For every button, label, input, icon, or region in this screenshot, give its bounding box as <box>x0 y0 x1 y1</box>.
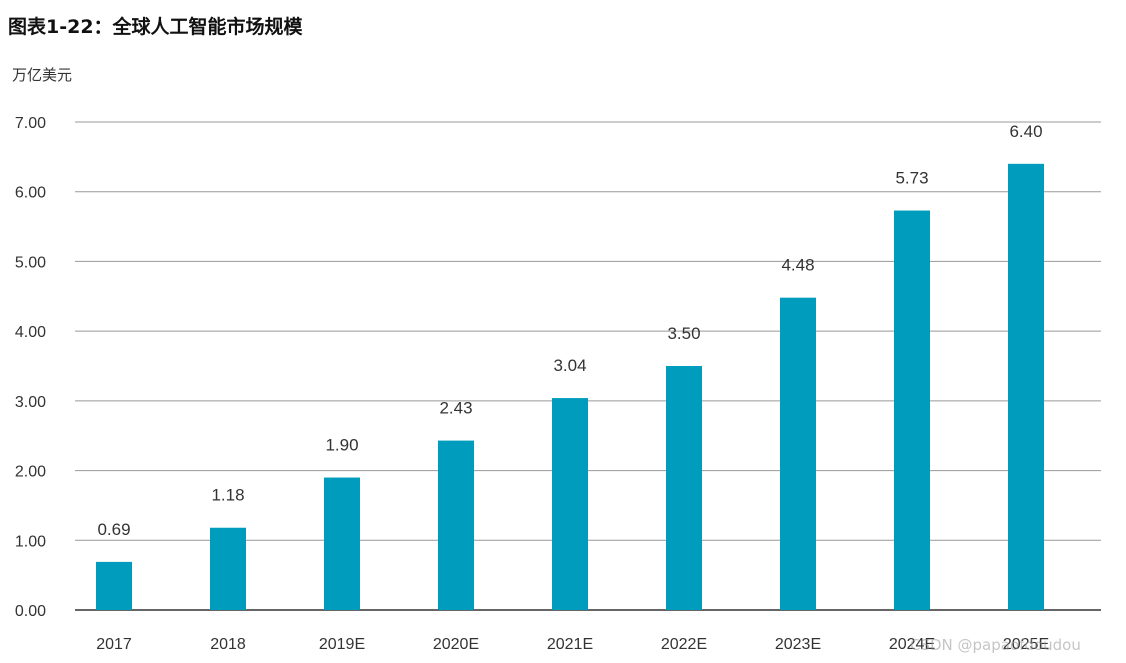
y-tick-label: 1.00 <box>15 533 46 550</box>
data-label: 4.48 <box>781 256 814 275</box>
data-label: 6.40 <box>1009 122 1042 141</box>
y-tick-label: 3.00 <box>15 394 46 411</box>
x-tick-label: 2018 <box>210 636 246 653</box>
data-label: 1.18 <box>211 486 244 505</box>
bar <box>210 527 246 610</box>
bar <box>1008 163 1044 611</box>
x-tick-label: 2020E <box>433 636 479 653</box>
x-tick-label: 2021E <box>547 636 593 653</box>
y-tick-label: 7.00 <box>15 115 46 132</box>
data-label: 2.43 <box>439 399 472 418</box>
y-tick-label: 2.00 <box>15 464 46 481</box>
data-label: 3.50 <box>667 324 700 343</box>
watermark: CSDN @papaofdoudou <box>910 636 1081 654</box>
y-tick-label: 0.00 <box>15 603 46 620</box>
data-label: 3.04 <box>553 356 586 375</box>
data-label: 0.69 <box>97 520 130 539</box>
y-tick-label: 5.00 <box>15 254 46 271</box>
bar <box>438 440 474 610</box>
y-tick-label: 6.00 <box>15 185 46 202</box>
bar <box>780 297 816 610</box>
data-label: 5.73 <box>895 169 928 188</box>
x-tick-label: 2019E <box>319 636 365 653</box>
y-axis-unit-label: 万亿美元 <box>12 66 73 84</box>
x-tick-label: 2025E <box>1003 636 1049 653</box>
bar <box>324 477 360 610</box>
bar <box>666 366 702 610</box>
bar <box>96 561 132 610</box>
x-tick-label: 2023E <box>775 636 821 653</box>
x-tick-label: 2024E <box>889 636 935 653</box>
bar <box>552 398 588 610</box>
bar <box>894 210 930 610</box>
x-tick-label: 2017 <box>96 636 132 653</box>
chart-title: 图表1-22：全球人工智能市场规模 <box>8 16 303 38</box>
x-tick-label: 2022E <box>661 636 707 653</box>
y-tick-label: 4.00 <box>15 324 46 341</box>
data-label: 1.90 <box>325 436 358 455</box>
